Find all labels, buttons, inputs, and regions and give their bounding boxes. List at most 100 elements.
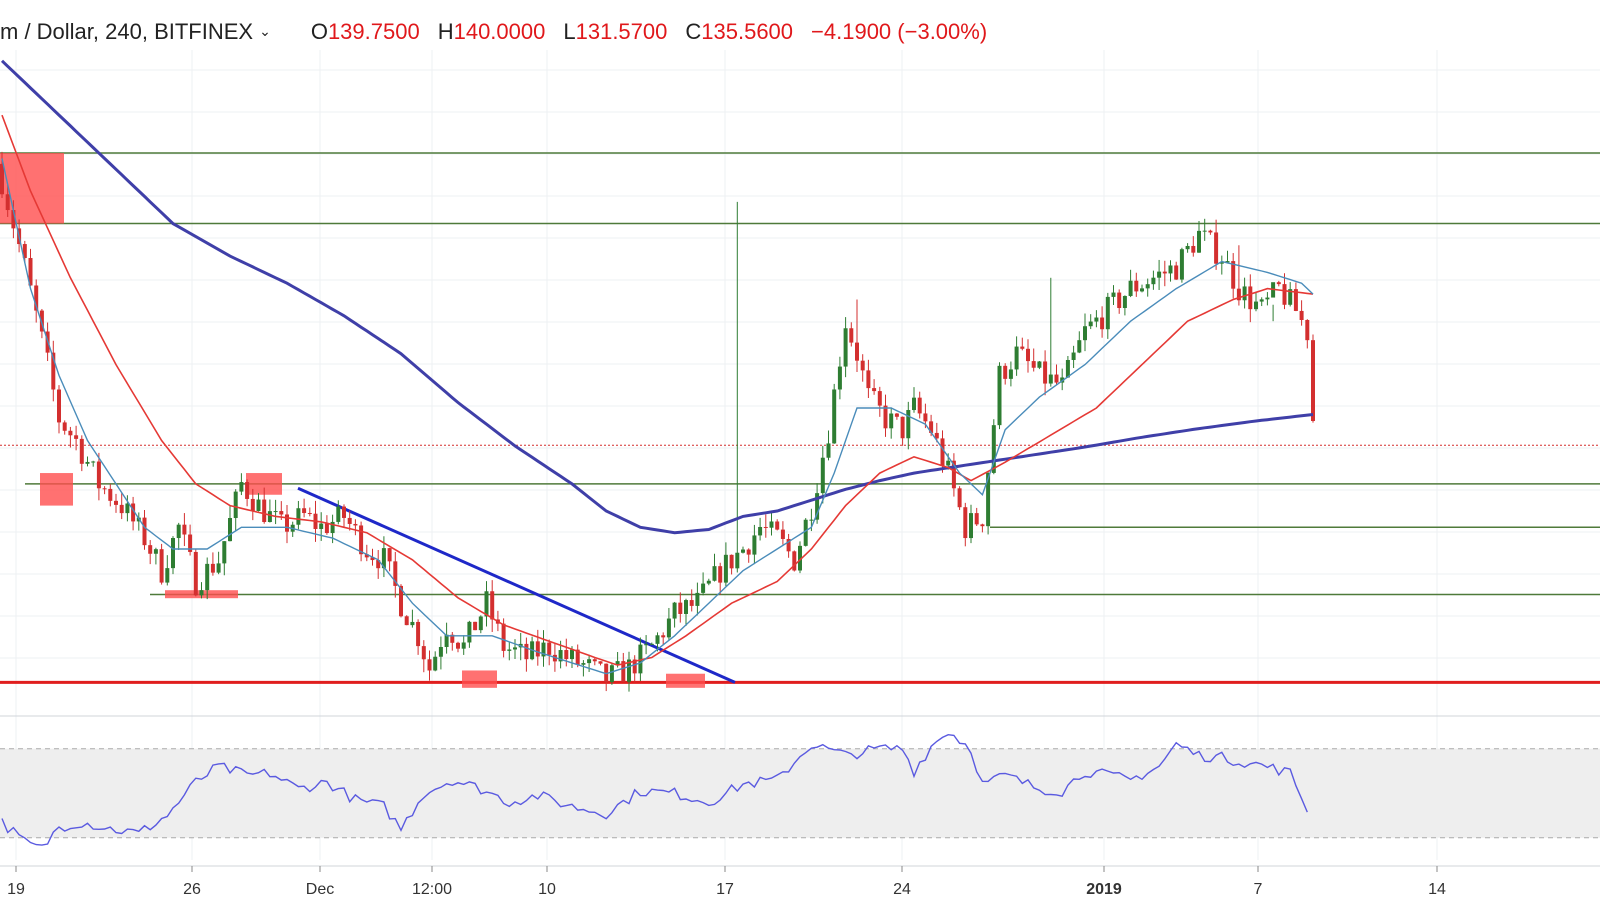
candle-body (1054, 374, 1059, 383)
highlight-zone (246, 473, 282, 495)
candle-body (1179, 249, 1184, 280)
candle-body (114, 500, 118, 505)
candle-body (547, 642, 552, 655)
candle-body (792, 551, 797, 571)
candle-body (57, 389, 61, 423)
tick-label: 12:00 (412, 881, 452, 898)
candle-body (5, 194, 10, 211)
tick-label: 7 (1254, 881, 1263, 898)
candle-body (906, 410, 911, 439)
candle-body (199, 590, 204, 596)
high-label: H (437, 19, 454, 44)
candle-body (826, 443, 831, 458)
candle-body (1094, 317, 1099, 322)
candle-body (302, 508, 307, 514)
candle-body (820, 457, 825, 494)
candle-body (273, 511, 278, 513)
candle-body (119, 504, 124, 514)
candle-body (1225, 261, 1230, 263)
candle-body (193, 551, 198, 596)
candle-body (307, 513, 312, 515)
candle-body (570, 649, 574, 660)
candle-body (1265, 297, 1270, 300)
candle-body (148, 545, 153, 554)
highlight-zone (0, 153, 64, 224)
candle-body (609, 665, 614, 683)
candle-body (159, 549, 164, 583)
candle-body (780, 529, 785, 539)
candle-body (923, 413, 928, 422)
rsi-line (1, 733, 1308, 846)
candle-body (1231, 261, 1236, 289)
candle-body (433, 656, 438, 671)
candle-body (672, 602, 677, 619)
candle-body (695, 592, 700, 606)
candle-body (324, 523, 329, 534)
candle-body (872, 388, 877, 392)
candle-body (188, 534, 193, 552)
candle-body (524, 643, 529, 660)
candle-body (279, 511, 284, 515)
candle-body (678, 602, 683, 614)
candle-body (974, 513, 979, 525)
candle-body (228, 518, 232, 542)
candle-body (387, 548, 392, 562)
candle-body (364, 554, 369, 558)
candle-body (1026, 348, 1030, 362)
symbol-title[interactable]: m / Dollar, 240, BITFINEX (0, 19, 254, 44)
candle-body (775, 521, 780, 530)
candle-body (1105, 296, 1110, 330)
candle-body (1003, 365, 1008, 379)
candle-body (450, 634, 455, 643)
candle-body (370, 557, 375, 561)
candle-body (980, 524, 985, 527)
candle-body (456, 642, 460, 649)
candle-body (1037, 361, 1042, 368)
price-grid (0, 50, 1600, 860)
candle-body (233, 491, 238, 519)
candle-body (741, 549, 745, 553)
candle-body (877, 391, 882, 406)
candle-body (11, 210, 16, 229)
candle-body (85, 461, 90, 464)
candle-body (666, 618, 671, 638)
candle-body (701, 583, 706, 593)
candle-body (798, 545, 802, 571)
candle-body (1065, 359, 1070, 378)
candle-body (267, 511, 272, 523)
candle-body (444, 634, 449, 647)
candle-body (986, 472, 991, 527)
candle-body (752, 535, 757, 555)
candle-body (934, 432, 939, 439)
tick-label: Dec (306, 881, 334, 898)
candle-body (1077, 340, 1082, 353)
candle-body (0, 163, 4, 195)
candle-body (22, 244, 27, 259)
candle-body (1242, 286, 1247, 301)
candle-body (1020, 346, 1025, 349)
candle-body (969, 513, 973, 539)
candle-body (957, 488, 962, 508)
candle-body (929, 421, 934, 433)
tick-label: 19 (7, 881, 25, 898)
candle-body (712, 566, 717, 581)
open-label: O (310, 19, 328, 44)
rsi-pane (0, 715, 1600, 846)
candle-body (1288, 289, 1293, 305)
candle-body (689, 600, 694, 606)
candle-body (108, 488, 113, 501)
candle-body (1145, 284, 1150, 289)
candle-body (1236, 288, 1241, 301)
candle-body (786, 538, 791, 552)
candle-body (91, 461, 96, 463)
candle-body (1140, 288, 1144, 292)
candle-body (176, 524, 181, 539)
candle-body (997, 365, 1002, 426)
chevron-down-icon[interactable]: ⌄ (259, 22, 271, 39)
candle-series (0, 151, 1315, 692)
tick-label: 17 (716, 881, 734, 898)
candle-body (615, 661, 620, 666)
candle-body (649, 643, 654, 645)
candle-body (1071, 352, 1076, 360)
